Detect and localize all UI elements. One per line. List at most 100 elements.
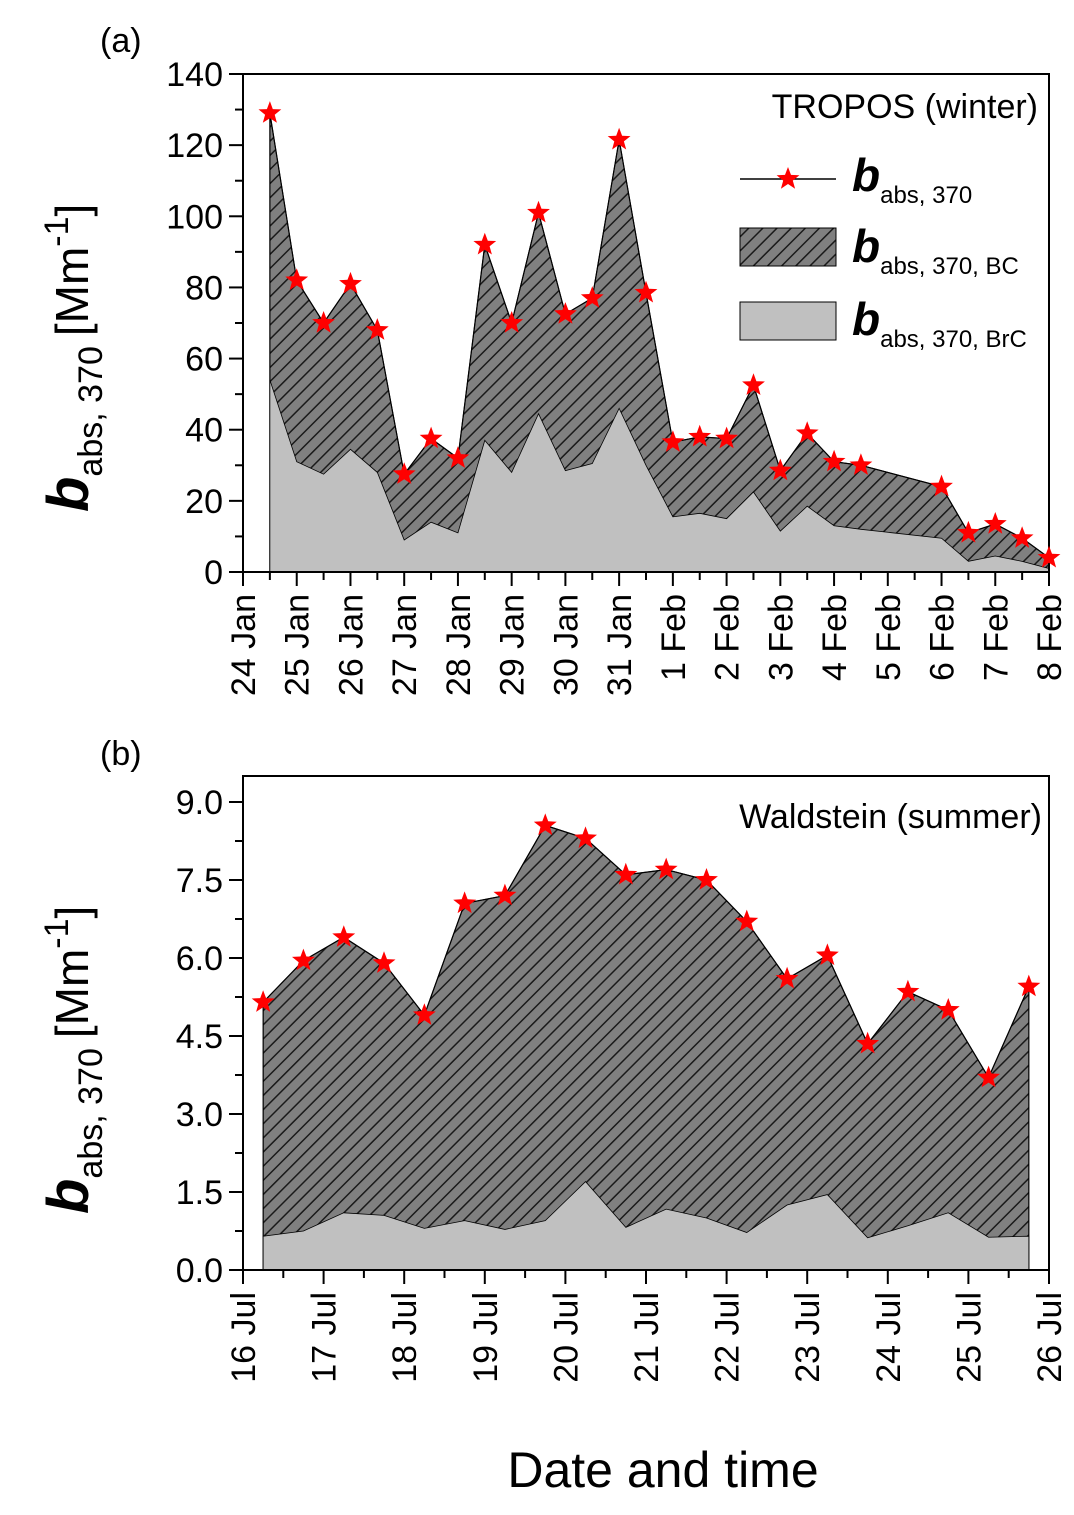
- x-tick-label: 25 Jul: [950, 1292, 988, 1383]
- x-tick-label: 23 Jul: [789, 1292, 827, 1383]
- data-point-star: [607, 127, 631, 150]
- data-point-star: [768, 458, 792, 481]
- data-point-star: [977, 1065, 1000, 1088]
- x-tick-label: 27 Jan: [386, 594, 424, 696]
- data-point-star: [614, 862, 638, 885]
- data-point-star: [312, 311, 335, 333]
- legend-entry-total: babs, 370: [852, 149, 972, 209]
- x-tick-label: 4 Feb: [816, 594, 854, 681]
- y-tick-label: 80: [185, 269, 223, 307]
- x-tick-label: 24 Jan: [225, 594, 263, 696]
- panel-b-site-label: Waldstein (summer): [739, 798, 1042, 836]
- x-tick-label: 30 Jan: [547, 594, 585, 696]
- legend-entry-bc: babs, 370, BC: [852, 220, 1019, 280]
- panel-a-ylabel-main: b: [36, 477, 101, 512]
- data-point-star: [715, 426, 738, 449]
- panel-b-ylabel-unit: [Mm: [46, 949, 98, 1038]
- panel-a-brc-area: [269, 379, 1050, 573]
- x-tick-label: 5 Feb: [870, 594, 908, 681]
- panel-a-total-line: [269, 113, 1050, 559]
- panel-b-ylabel: babs, 370 [Mm-1]: [36, 906, 110, 1214]
- panel-a: 0 20 40 60 80 100 120 140 24 Jan 25 Jan 26 Jan 27 J…: [36, 22, 1069, 696]
- data-point-star: [251, 990, 275, 1012]
- x-tick-label: 26 Jul: [1031, 1292, 1069, 1383]
- data-point-star: [258, 101, 282, 123]
- panel-a-label: (a): [100, 22, 142, 60]
- data-point-star: [292, 948, 315, 971]
- panel-b-ylabel-unit-exp: -1: [38, 918, 76, 948]
- data-point-star: [446, 446, 470, 468]
- x-tick-label: 1 Feb: [655, 594, 693, 681]
- data-point-star: [339, 271, 362, 294]
- data-point-star: [1010, 526, 1034, 548]
- x-tick-label: 19 Jul: [467, 1292, 505, 1383]
- x-tick-label: 16 Jul: [225, 1292, 263, 1383]
- data-point-star: [775, 966, 799, 989]
- x-tick-label: 22 Jul: [709, 1292, 747, 1383]
- data-point-star: [822, 449, 846, 472]
- data-point-star: [473, 232, 497, 255]
- y-tick-label: 6.0: [176, 940, 223, 978]
- legend-star-marker: [776, 167, 800, 189]
- data-point-star: [332, 925, 356, 947]
- data-point-star: [634, 280, 658, 303]
- panel-a-ylabel-sub: abs, 370: [72, 346, 110, 476]
- data-point-star: [285, 268, 309, 290]
- x-tick-label: 31 Jan: [601, 594, 639, 696]
- data-point-star: [742, 373, 765, 395]
- x-tick-label: 24 Jul: [870, 1292, 908, 1383]
- panel-b-ylabel-unit-close: ]: [46, 906, 98, 919]
- data-point-star: [795, 421, 819, 443]
- data-point-star: [735, 909, 759, 932]
- y-tick-label: 7.5: [176, 862, 223, 900]
- panel-b-bc-area: [262, 824, 1030, 1271]
- x-tick-label: 3 Feb: [762, 594, 800, 681]
- x-tick-label: 6 Feb: [924, 594, 962, 681]
- data-point-star: [654, 857, 678, 880]
- y-tick-label: 0: [204, 554, 223, 592]
- panel-b-plot-area: 0.0 1.5 3.0 4.5 6.0 7.5 9.0 16 Jul 17 Jul 18 Jul 1…: [176, 775, 1069, 1383]
- y-tick-label: 20: [185, 483, 223, 521]
- data-point-star: [365, 318, 389, 340]
- x-tick-label: 7 Feb: [977, 594, 1015, 681]
- data-point-star: [815, 943, 839, 966]
- x-tick-label: 29 Jan: [494, 594, 532, 696]
- data-point-star: [688, 424, 712, 447]
- panel-b-ylabel-main: b: [36, 1179, 101, 1214]
- data-point-star: [695, 868, 718, 890]
- y-tick-label: 100: [166, 198, 223, 236]
- y-tick-label: 4.5: [176, 1018, 223, 1056]
- y-tick-label: 0.0: [176, 1252, 223, 1290]
- y-tick-label: 1.5: [176, 1174, 223, 1212]
- legend-entry-brc: babs, 370, BrC: [852, 293, 1027, 353]
- data-point-star: [453, 891, 477, 914]
- y-tick-label: 3.0: [176, 1096, 223, 1134]
- y-tick-label: 140: [166, 56, 223, 94]
- data-point-star: [849, 453, 873, 475]
- y-tick-label: 40: [185, 412, 223, 450]
- data-point-star: [896, 979, 920, 1002]
- y-tick-label: 120: [166, 127, 223, 165]
- data-point-star: [936, 998, 960, 1020]
- panel-a-ylabel: babs, 370 [Mm-1]: [36, 204, 110, 512]
- data-point-star: [554, 302, 577, 324]
- data-point-star: [419, 426, 443, 449]
- data-point-star: [533, 813, 557, 836]
- panel-b-ylabel-sub: abs, 370: [72, 1048, 110, 1178]
- x-tick-label: 25 Jan: [279, 594, 317, 696]
- x-tick-label: 8 Feb: [1031, 594, 1069, 681]
- panel-a-ylabel-unit: [Mm: [46, 247, 98, 336]
- legend-swatch-brc: [739, 301, 837, 341]
- x-tick-label: 20 Jul: [547, 1292, 585, 1383]
- y-tick-label: 60: [185, 341, 223, 379]
- data-point-star: [930, 474, 953, 497]
- panel-a-legend: babs, 370 babs, 370, BC babs, 370, BrC: [739, 149, 1027, 353]
- data-point-star: [1037, 545, 1061, 568]
- data-point-star: [500, 311, 524, 333]
- panel-a-ylabel-unit-close: ]: [46, 204, 98, 217]
- data-point-star: [412, 1003, 436, 1025]
- data-point-star: [1017, 974, 1041, 997]
- legend-swatch-bc: [739, 227, 837, 267]
- panel-a-ylabel-unit-exp: -1: [38, 216, 76, 246]
